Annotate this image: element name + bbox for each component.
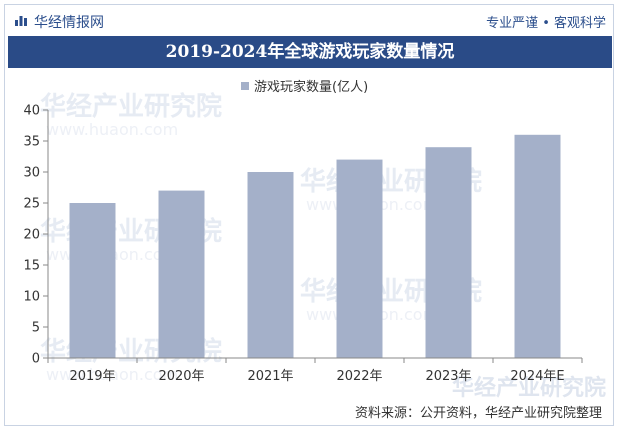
bar xyxy=(514,134,561,358)
chart-title: 2019-2024年全球游戏玩家数量情况 xyxy=(8,36,612,68)
x-tick-label: 2024年E xyxy=(510,369,564,384)
top-bar: 华经情报网 专业严谨 • 客观科学 xyxy=(8,7,612,35)
x-tick-label: 2021年 xyxy=(247,369,293,384)
legend: 游戏玩家数量(亿人) xyxy=(241,79,368,95)
watermark-text: 华经产业研究院 xyxy=(40,91,222,122)
legend-swatch xyxy=(241,82,249,90)
x-tick-label: 2020年 xyxy=(158,369,204,384)
watermark-url: www.huaon.com xyxy=(46,120,178,139)
y-tick-label: 40 xyxy=(23,104,40,119)
y-tick-label: 20 xyxy=(23,228,40,243)
bar xyxy=(69,203,116,358)
bar-chart-icon xyxy=(15,16,27,26)
bar xyxy=(336,159,383,358)
watermark-url: www.huaon.com xyxy=(46,365,178,384)
tagline: 专业严谨 • 客观科学 xyxy=(486,16,606,31)
bars xyxy=(69,134,561,358)
y-tick-label: 30 xyxy=(23,166,40,181)
watermark-text: 华经产业研究院 xyxy=(452,375,606,401)
source-note: 资料来源：公开资料，华经产业研究院整理 xyxy=(354,406,602,421)
x-tick-label: 2019年 xyxy=(69,369,115,384)
x-axis: 2019年 2020年 2021年 2022年 2023年 2024年E xyxy=(47,357,583,384)
bar xyxy=(247,172,294,358)
x-tick-label: 2022年 xyxy=(336,369,382,384)
brand-name: 华经情报网 xyxy=(34,15,104,31)
y-tick-label: 5 xyxy=(32,321,40,336)
y-tick-label: 15 xyxy=(23,259,40,274)
bar xyxy=(158,190,205,358)
y-axis: 0 5 10 15 20 25 30 35 40 xyxy=(23,104,49,367)
y-tick-label: 35 xyxy=(23,135,40,150)
legend-label: 游戏玩家数量(亿人) xyxy=(254,79,368,95)
y-tick-label: 25 xyxy=(23,197,40,212)
y-tick-label: 0 xyxy=(32,352,40,367)
bar xyxy=(425,147,472,358)
y-tick-label: 10 xyxy=(23,290,40,305)
x-tick-label: 2023年 xyxy=(425,369,471,384)
